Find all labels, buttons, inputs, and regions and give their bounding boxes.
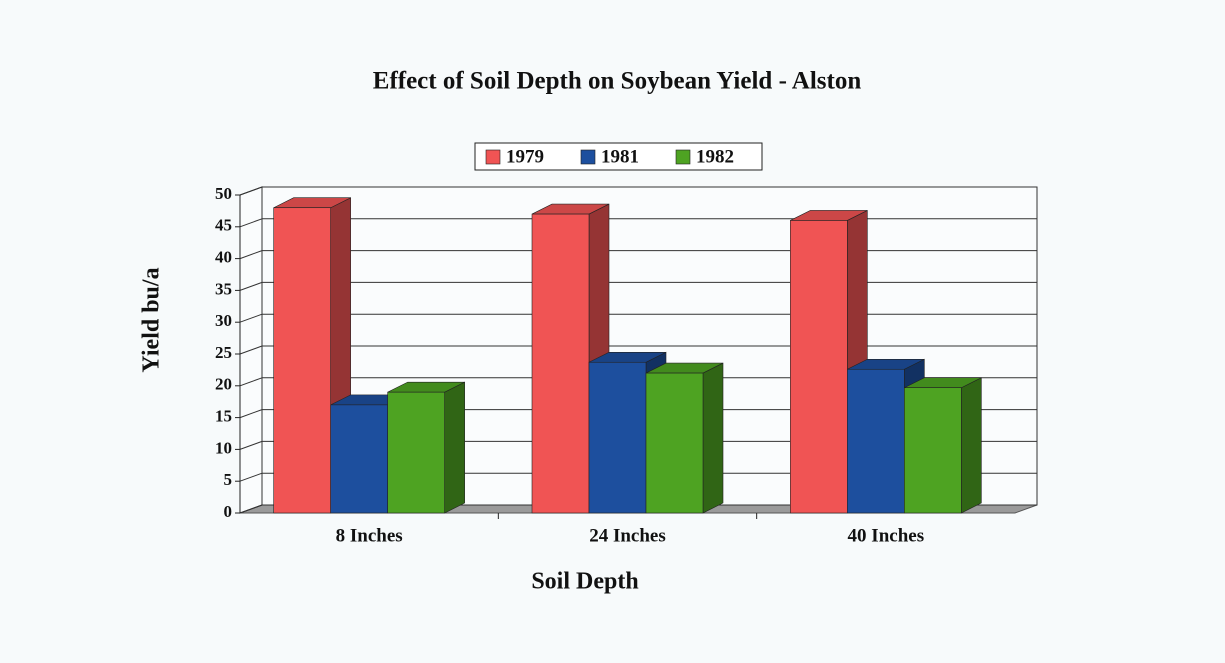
grid-line bbox=[239, 440, 263, 450]
legend-label: 1982 bbox=[696, 146, 734, 167]
grid-line bbox=[239, 186, 263, 196]
y-tick-label: 25 bbox=[215, 343, 232, 362]
bar-side bbox=[702, 362, 724, 514]
chart-title: Effect of Soil Depth on Soybean Yield - … bbox=[373, 68, 862, 95]
grid-line bbox=[239, 504, 263, 514]
grid-line bbox=[239, 409, 263, 419]
y-tick-label: 50 bbox=[215, 184, 232, 203]
y-tick-label: 15 bbox=[215, 407, 232, 426]
y-tick-label: 30 bbox=[215, 311, 232, 330]
x-tick-label: 40 Inches bbox=[848, 525, 925, 546]
bar bbox=[588, 361, 647, 514]
grid-line bbox=[239, 472, 263, 482]
grid-line bbox=[239, 250, 263, 260]
x-axis-label: Soil Depth bbox=[531, 569, 638, 595]
bar bbox=[645, 372, 704, 514]
y-tick-label: 10 bbox=[215, 438, 232, 457]
grid-line bbox=[239, 313, 263, 323]
bar bbox=[531, 213, 590, 514]
bar bbox=[273, 207, 331, 514]
grid-line bbox=[239, 377, 263, 387]
bar bbox=[790, 220, 848, 514]
grid-line bbox=[239, 218, 263, 228]
grid-line bbox=[239, 281, 263, 291]
bar bbox=[904, 387, 962, 514]
legend-swatch bbox=[485, 149, 501, 165]
y-axis-label: Yield bu/a bbox=[139, 267, 165, 372]
y-tick-label: 20 bbox=[215, 375, 232, 394]
bar bbox=[387, 391, 445, 514]
bar-side bbox=[961, 377, 982, 514]
legend bbox=[474, 142, 763, 171]
bar-side bbox=[444, 381, 465, 514]
legend-label: 1979 bbox=[506, 146, 544, 167]
y-tick-label: 40 bbox=[215, 248, 232, 267]
x-tick-label: 8 Inches bbox=[336, 525, 403, 546]
legend-label: 1981 bbox=[601, 146, 639, 167]
grid-line bbox=[239, 345, 263, 355]
bar bbox=[847, 368, 905, 514]
y-tick-label: 5 bbox=[224, 470, 233, 489]
legend-swatch bbox=[580, 149, 596, 165]
bar bbox=[330, 404, 388, 514]
y-tick-label: 0 bbox=[224, 502, 233, 521]
y-tick-label: 35 bbox=[215, 279, 232, 298]
x-tick-label: 24 Inches bbox=[589, 525, 666, 546]
y-tick-label: 45 bbox=[215, 216, 232, 235]
legend-swatch bbox=[675, 149, 691, 165]
